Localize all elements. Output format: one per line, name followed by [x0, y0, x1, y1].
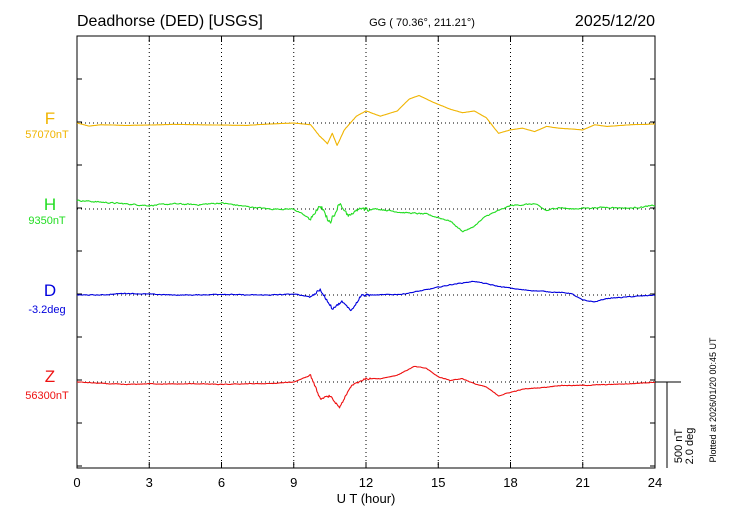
- series-label-f: F: [45, 109, 55, 128]
- baseline-label-d: -3.2deg: [28, 304, 65, 316]
- x-tick-label: 18: [503, 475, 517, 490]
- traces: [76, 94, 656, 409]
- baseline-label-z: 56300nT: [25, 390, 69, 402]
- station-coordinates: GG ( 70.36°, 211.21°): [369, 17, 475, 29]
- x-tick-label: 3: [146, 475, 153, 490]
- series-label-d: D: [44, 281, 56, 300]
- grid: [148, 36, 584, 468]
- trace-z: [77, 365, 656, 409]
- x-tick-label: 0: [73, 475, 80, 490]
- baseline-label-h: 9350nT: [28, 215, 66, 227]
- series-label-z: Z: [45, 367, 55, 386]
- chart-date: 2025/12/20: [575, 13, 655, 30]
- trace-f: [76, 94, 655, 146]
- x-tick-label: 21: [576, 475, 590, 490]
- x-tick-label: 9: [290, 475, 297, 490]
- x-tick-label: 15: [431, 475, 445, 490]
- plotted-timestamp: Plotted at 2026/01/20 00:45 UT: [708, 337, 718, 463]
- x-tick-label: 24: [648, 475, 662, 490]
- trace-d: [76, 280, 656, 312]
- x-tick-label: 12: [359, 475, 373, 490]
- series-label-h: H: [44, 195, 56, 214]
- chart-title: Deadhorse (DED) [USGS]: [77, 13, 263, 30]
- baseline-label-f: 57070nT: [25, 129, 69, 141]
- trace-h: [76, 199, 655, 233]
- x-axis: 0 3 6 9 12 15 18 21 24: [73, 36, 662, 490]
- x-axis-label: U T (hour): [337, 491, 396, 506]
- scale-label-deg: 2.0 deg: [684, 428, 696, 465]
- x-tick-label: 6: [218, 475, 225, 490]
- scale-label-nt: 500 nT: [673, 429, 685, 464]
